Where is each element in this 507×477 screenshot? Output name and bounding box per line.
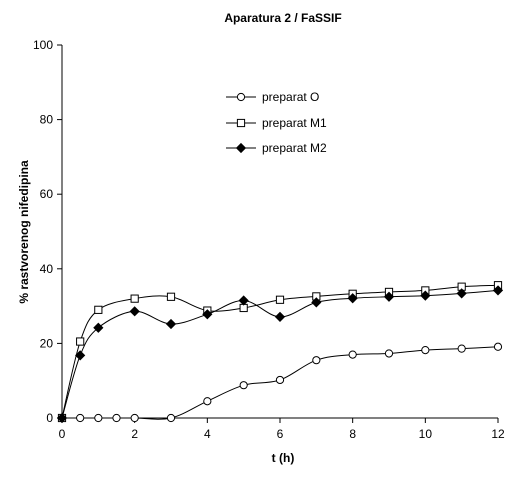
data-point-series-2 <box>202 309 213 320</box>
data-point-series-0 <box>348 350 357 359</box>
legend-label-2: preparat M2 <box>262 141 327 155</box>
plot-area: 0 20 40 60 80 100 0 2 4 6 8 10 12 preparat O preparat … <box>33 38 505 441</box>
data-point-series-0 <box>384 349 394 358</box>
data-point-series-2 <box>274 311 286 323</box>
data-point-series-2 <box>383 291 395 302</box>
legend-marker-0 <box>236 92 246 102</box>
data-point-series-0 <box>203 397 212 406</box>
data-point-series-2 <box>347 293 358 304</box>
y-tick-label: 40 <box>40 262 54 276</box>
chart-title: Aparatura 2 / FaSSIF <box>224 11 341 25</box>
legend-marker-2 <box>235 142 247 154</box>
x-tick-label: 8 <box>349 427 356 441</box>
y-tick-label: 80 <box>40 113 54 127</box>
data-point-series-0 <box>239 381 248 390</box>
data-point-series-2 <box>93 322 104 333</box>
data-point-series-0 <box>493 342 503 351</box>
data-point-series-2 <box>129 306 140 317</box>
y-tick-label: 100 <box>33 38 53 52</box>
data-point-series-0 <box>275 375 285 385</box>
data-point-series-0 <box>94 413 103 423</box>
data-point-series-2 <box>492 285 504 296</box>
legend-label-1: preparat M1 <box>262 116 327 130</box>
data-point-series-0 <box>112 413 121 423</box>
data-point-series-2 <box>56 412 68 424</box>
data-point-series-2 <box>420 290 431 301</box>
data-point-series-1 <box>166 292 176 301</box>
data-point-series-0 <box>76 413 85 423</box>
data-point-series-0 <box>421 346 430 355</box>
data-point-series-0 <box>166 413 176 423</box>
data-point-series-1 <box>275 295 285 304</box>
y-tick-label: 20 <box>40 336 54 350</box>
data-point-series-2 <box>75 350 86 361</box>
data-point-series-2 <box>165 318 177 330</box>
data-point-series-0 <box>312 356 321 365</box>
series-line-1 <box>61 284 499 419</box>
legend-label-0: preparat O <box>262 90 319 104</box>
data-point-series-0 <box>130 413 139 423</box>
y-axis-label: % rastvorenog nifedipina <box>17 160 31 304</box>
series-line-2 <box>61 289 499 419</box>
y-tick-label: 0 <box>46 411 53 425</box>
data-point-series-2 <box>311 297 322 308</box>
data-point-series-1 <box>94 305 103 314</box>
x-tick-label: 4 <box>204 427 211 441</box>
x-tick-label: 0 <box>59 427 66 441</box>
x-tick-label: 10 <box>419 427 433 441</box>
data-point-series-1 <box>130 294 139 303</box>
x-tick-label: 2 <box>131 427 138 441</box>
x-tick-label: 6 <box>277 427 284 441</box>
data-point-series-0 <box>457 344 466 353</box>
data-point-series-2 <box>238 295 249 306</box>
y-tick-label: 60 <box>40 187 54 201</box>
data-point-series-2 <box>456 288 467 299</box>
data-point-series-1 <box>76 337 85 346</box>
x-tick-label: 12 <box>491 427 505 441</box>
legend-marker-1 <box>236 118 246 128</box>
x-axis-label: t (h) <box>272 451 295 465</box>
